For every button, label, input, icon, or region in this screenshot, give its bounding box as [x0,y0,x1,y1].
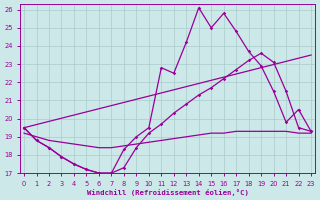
X-axis label: Windchill (Refroidissement éolien,°C): Windchill (Refroidissement éolien,°C) [87,189,249,196]
